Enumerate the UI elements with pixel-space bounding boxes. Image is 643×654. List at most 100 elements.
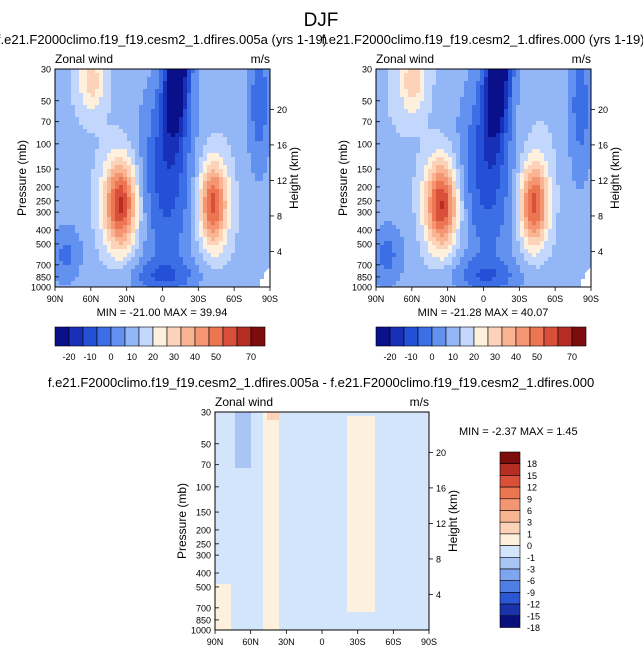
field-cell	[207, 101, 212, 106]
field-cell	[83, 121, 88, 126]
field-cell	[500, 177, 505, 182]
field-cell	[107, 117, 112, 122]
field-cell	[516, 157, 521, 162]
field-cell	[400, 113, 405, 118]
field-cell	[488, 189, 493, 194]
field-cell	[580, 81, 585, 86]
field-cell	[400, 141, 405, 146]
field-cell	[159, 105, 164, 110]
field-cell	[63, 77, 68, 82]
field-cell	[568, 97, 573, 102]
field-cell	[151, 181, 156, 186]
field-cell	[187, 69, 192, 74]
field-cell	[416, 73, 421, 78]
field-cell	[452, 73, 457, 78]
field-cell	[151, 245, 156, 250]
field-cell	[384, 157, 389, 162]
field-cell	[251, 261, 256, 266]
field-cell	[227, 177, 232, 182]
y-right-tick-label: 16	[277, 140, 287, 150]
field-cell	[167, 157, 172, 162]
field-cell	[99, 125, 104, 130]
field-cell	[424, 73, 429, 78]
field-cell	[55, 253, 60, 258]
field-cell	[235, 137, 240, 142]
field-cell	[127, 249, 132, 254]
field-cell	[420, 97, 425, 102]
field-cell	[179, 93, 184, 98]
field-cell	[67, 97, 72, 102]
field-cell	[151, 157, 156, 162]
field-cell	[175, 189, 180, 194]
field-cell	[147, 157, 152, 162]
field-cell	[171, 273, 176, 278]
field-cell	[504, 129, 509, 134]
field-cell	[99, 93, 104, 98]
field-cell	[215, 221, 220, 226]
field-cell	[207, 121, 212, 126]
field-cell	[263, 113, 268, 118]
field-cell	[215, 89, 220, 94]
field-cell	[448, 101, 453, 106]
field-cell	[135, 77, 140, 82]
field-cell	[540, 121, 545, 126]
field-cell	[528, 93, 533, 98]
field-cell	[544, 157, 549, 162]
field-cell	[179, 225, 184, 230]
field-cell	[179, 117, 184, 122]
field-cell	[91, 149, 96, 154]
field-cell	[247, 205, 252, 210]
field-cell	[480, 105, 485, 110]
field-cell	[500, 125, 505, 130]
field-cell	[263, 97, 268, 102]
field-cell	[127, 173, 132, 178]
field-cell	[95, 121, 100, 126]
field-cell	[396, 193, 401, 198]
field-cell	[223, 105, 228, 110]
field-cell	[179, 105, 184, 110]
field-cell	[159, 93, 164, 98]
field-cell	[239, 273, 244, 278]
field-cell	[468, 93, 473, 98]
field-cell	[396, 73, 401, 78]
field-cell	[207, 273, 212, 278]
field-cell	[115, 277, 120, 282]
field-cell	[99, 85, 104, 90]
field-cell	[87, 261, 92, 266]
field-cell	[79, 277, 84, 282]
field-cell	[59, 181, 64, 186]
field-cell	[508, 81, 513, 86]
field-cell	[572, 185, 577, 190]
field-cell	[580, 125, 585, 130]
field-cell	[251, 257, 256, 262]
field-cell	[408, 117, 413, 122]
field-cell	[227, 97, 232, 102]
field-cell	[131, 277, 136, 282]
field-cell	[79, 229, 84, 234]
field-cell	[420, 173, 425, 178]
field-cell	[227, 217, 232, 222]
field-cell	[115, 105, 120, 110]
field-cell	[472, 161, 477, 166]
field-cell	[155, 89, 160, 94]
field-cell	[584, 89, 589, 94]
field-cell	[540, 137, 545, 142]
field-cell	[544, 193, 549, 198]
field-cell	[167, 253, 172, 258]
field-cell	[191, 245, 196, 250]
field-cell	[187, 181, 192, 186]
field-cell	[135, 113, 140, 118]
field-cell	[580, 69, 585, 74]
field-cell	[159, 173, 164, 178]
field-cell	[151, 173, 156, 178]
field-cell	[400, 69, 405, 74]
field-cell	[436, 141, 441, 146]
field-cell	[528, 209, 533, 214]
field-cell	[79, 209, 84, 214]
field-cell	[263, 197, 268, 202]
field-cell	[404, 121, 409, 126]
field-cell	[163, 97, 168, 102]
field-cell	[91, 173, 96, 178]
field-cell	[416, 125, 421, 130]
field-cell	[255, 281, 260, 286]
